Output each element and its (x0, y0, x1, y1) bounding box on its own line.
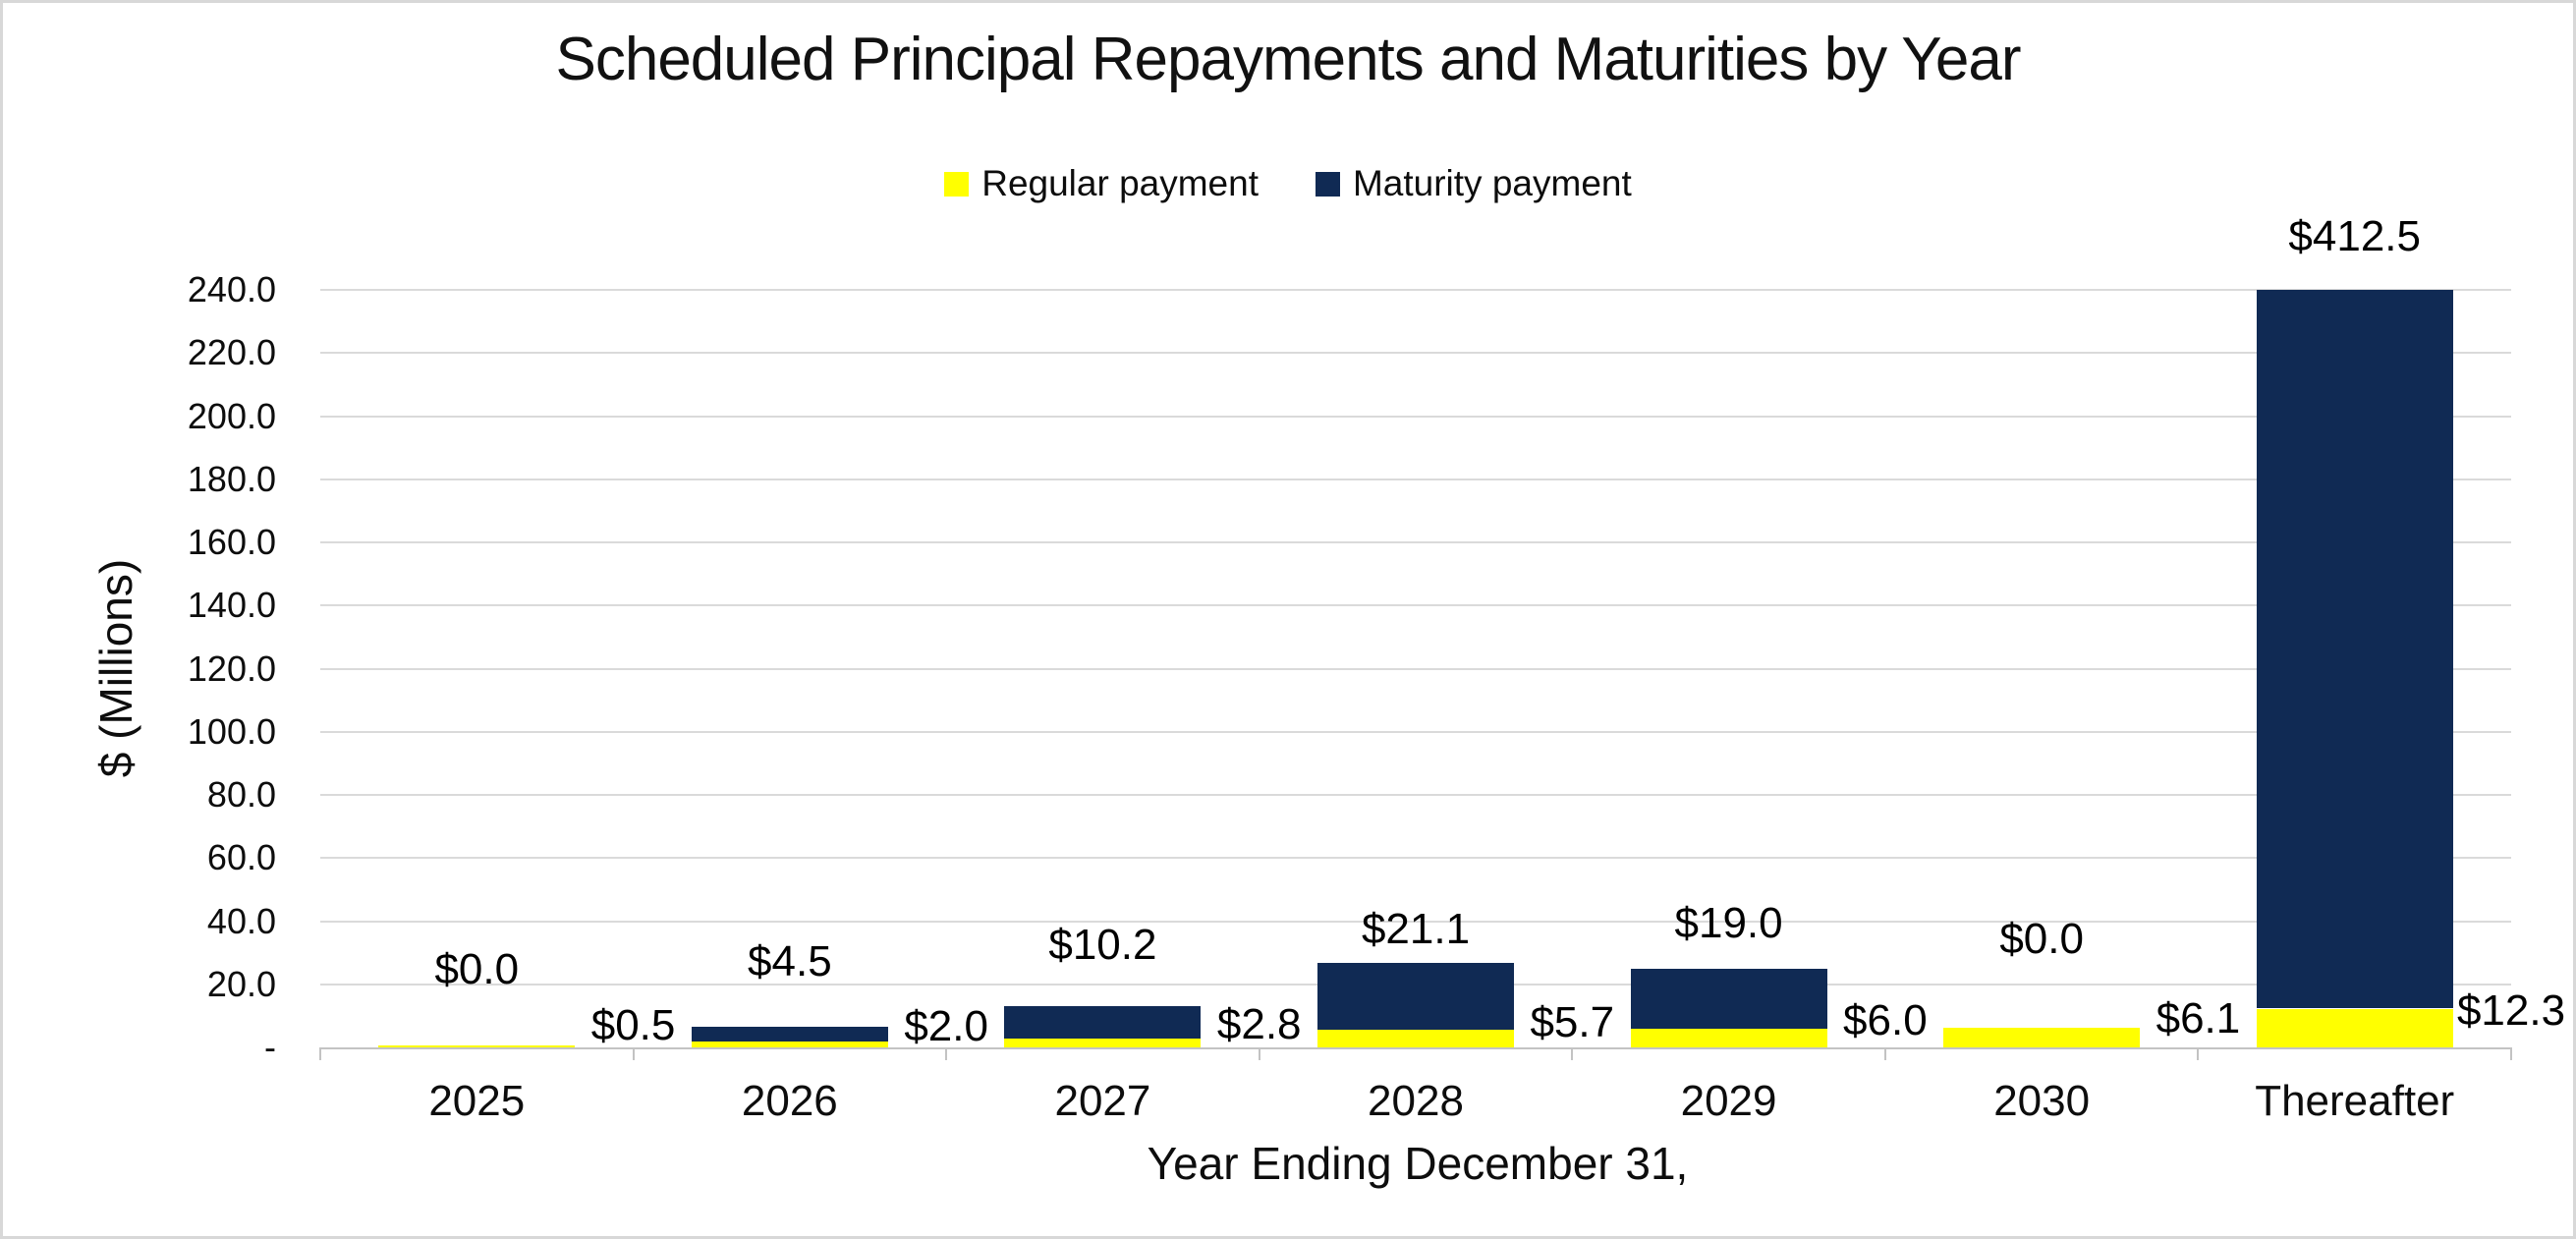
data-label-regular-2027: $2.8 (1216, 1000, 1302, 1048)
data-label-maturity-2029: $19.0 (1674, 899, 1783, 947)
data-label-regular-2026: $2.0 (904, 1002, 988, 1050)
legend-label: Maturity payment (1352, 163, 1632, 203)
data-label-maturity-2030: $0.0 (1999, 915, 2084, 963)
data-label-regular-2030: $6.1 (2156, 994, 2241, 1042)
gridline-80 (320, 794, 2511, 796)
gridline-60 (320, 857, 2511, 860)
bar-2025 (378, 1045, 576, 1047)
y-tick-label: 40.0 (206, 900, 276, 941)
chart-title: Scheduled Principal Repayments and Matur… (555, 26, 2021, 93)
x-tick-label-Thereafter: Thereafter (2255, 1077, 2455, 1125)
x-axis-tick (1571, 1047, 1574, 1060)
x-tick-label-2026: 2026 (741, 1077, 838, 1125)
x-axis-tick (2197, 1047, 2200, 1060)
legend-item-regular-payment: Regular payment (944, 163, 1259, 204)
maturity-payment-swatch-icon (1315, 171, 1340, 197)
y-tick-label: 20.0 (206, 963, 276, 1004)
x-tick-label-2030: 2030 (1993, 1077, 2091, 1125)
gridline-40 (320, 920, 2511, 923)
bar-2030-regular-segment (1943, 1028, 2141, 1047)
y-axis-title: $ (Millions) (90, 558, 141, 778)
data-label-regular-2029: $6.0 (1843, 996, 1928, 1044)
bar-2030 (1943, 1028, 2141, 1047)
x-axis-tick (2510, 1047, 2512, 1060)
gridline-200 (320, 415, 2511, 418)
data-label-maturity-Thereafter: $412.5 (2288, 212, 2421, 260)
data-label-regular-2025: $0.5 (590, 1001, 676, 1049)
bar-2026-maturity-segment (691, 1027, 888, 1042)
y-tick-label: 80.0 (206, 774, 276, 815)
bar-2029-regular-segment (1630, 1028, 1827, 1047)
gridline-220 (320, 352, 2511, 355)
gridline-140 (320, 604, 2511, 607)
y-tick-label: 60.0 (206, 837, 276, 878)
y-tick-label: 100.0 (187, 710, 276, 752)
bar-2028-maturity-segment (1317, 962, 1514, 1030)
x-tick-label-2027: 2027 (1054, 1077, 1151, 1125)
gridline-240 (320, 289, 2511, 291)
bar-Thereafter-regular-segment (2256, 1008, 2453, 1047)
y-tick-label: 180.0 (187, 458, 276, 499)
y-tick-label: 240.0 (187, 269, 276, 310)
regular-payment-swatch-icon (944, 171, 970, 197)
x-axis-tick (1883, 1047, 1886, 1060)
y-tick-label: 120.0 (187, 648, 276, 689)
bar-2027-regular-segment (1004, 1039, 1202, 1047)
x-axis-tick (632, 1047, 635, 1060)
y-tick-label: 220.0 (187, 332, 276, 373)
data-label-maturity-2027: $10.2 (1048, 921, 1157, 969)
x-axis-tick (1258, 1047, 1260, 1060)
y-tick-label: 160.0 (187, 522, 276, 562)
gridline-160 (320, 541, 2511, 543)
data-label-maturity-2025: $0.0 (434, 945, 520, 993)
bar-2029-maturity-segment (1630, 968, 1827, 1029)
bar-2025-regular-segment (378, 1045, 576, 1047)
data-label-regular-2028: $5.7 (1530, 998, 1615, 1046)
legend-label: Regular payment (981, 163, 1259, 203)
bar-2029 (1630, 968, 1827, 1047)
x-axis-tick (319, 1047, 321, 1060)
x-tick-label-2029: 2029 (1680, 1077, 1777, 1125)
bar-2028-regular-segment (1317, 1029, 1514, 1047)
bar-2027 (1004, 1006, 1202, 1047)
legend-item-maturity-payment: Maturity payment (1315, 163, 1632, 204)
gridline-120 (320, 667, 2511, 670)
y-tick-label: 140.0 (187, 585, 276, 626)
x-tick-label-2025: 2025 (428, 1077, 526, 1125)
bar-2028 (1317, 962, 1514, 1047)
gridline-180 (320, 478, 2511, 480)
gridline-100 (320, 730, 2511, 733)
data-label-maturity-2026: $4.5 (748, 937, 832, 986)
x-axis-title: Year Ending December 31, (1147, 1138, 1689, 1189)
y-tick-label: 200.0 (187, 395, 276, 436)
bar-2026-regular-segment (691, 1041, 888, 1047)
data-label-regular-Thereafter: $12.3 (2456, 986, 2566, 1035)
bar-Thereafter (2256, 290, 2453, 1047)
x-axis-line (320, 1047, 2511, 1049)
bar-Thereafter-maturity-segment (2256, 290, 2453, 1009)
bar-2026 (691, 1027, 888, 1047)
x-axis-tick (945, 1047, 948, 1060)
data-label-maturity-2028: $21.1 (1361, 905, 1471, 953)
y-tick-label: - (264, 1027, 276, 1067)
legend: Regular payment Maturity payment (3, 163, 2573, 204)
bar-2027-maturity-segment (1004, 1006, 1202, 1039)
x-tick-label-2028: 2028 (1368, 1077, 1464, 1125)
